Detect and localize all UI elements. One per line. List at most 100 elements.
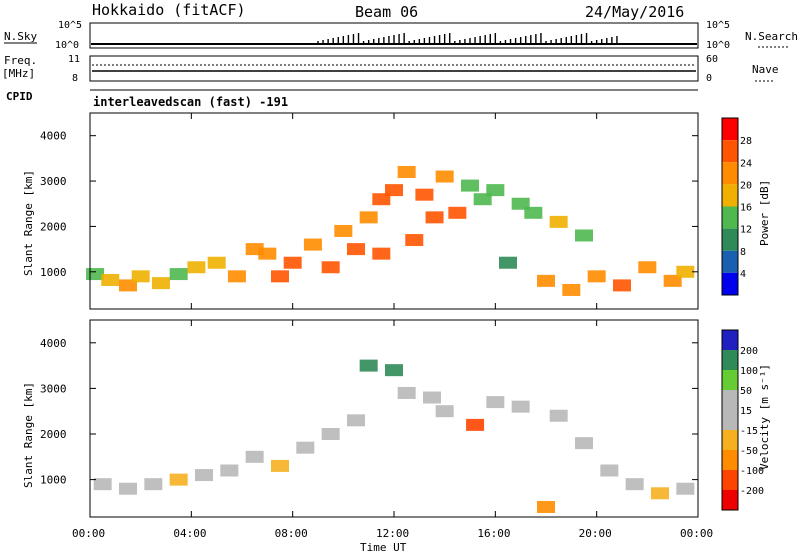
velocity-panel-frame	[89, 319, 699, 518]
velocity-cell-25	[676, 482, 695, 495]
beam-title: Beam 06	[355, 3, 418, 21]
velocity-colorbar-tick-7: -200	[740, 486, 764, 497]
power-cell-10	[258, 247, 277, 260]
power-cell-32	[524, 206, 543, 219]
velocity-colorbar-tick-0: 200	[740, 346, 758, 357]
power-cell-12	[283, 256, 302, 269]
nave-label: Nave	[752, 63, 779, 76]
velocity-colorbar-frame	[721, 329, 739, 511]
y-tick-label-1-1: 3000	[40, 382, 67, 395]
velocity-cell-3	[169, 473, 188, 486]
power-cell-37	[587, 270, 606, 283]
power-cell-24	[425, 211, 444, 224]
x-tick-label-0: 00:00	[72, 527, 105, 540]
velocity-colorbar-tick-3: 15	[740, 406, 752, 417]
power-cell-16	[347, 243, 365, 256]
velocity-cell-8	[296, 441, 315, 454]
velocity-colorbar: 200 100 50 15 -15 -50 -100 -200	[721, 329, 764, 511]
power-cell-28	[473, 193, 492, 206]
velocity-cell-10	[347, 414, 365, 427]
velocity-colorbar-seg-3	[722, 390, 738, 410]
velocity-cell-9	[321, 428, 340, 441]
power-colorbar-title: Power [dB]	[758, 180, 771, 246]
power-cell-23	[415, 188, 434, 201]
x-tick-label-1: 04:00	[173, 527, 206, 540]
velocity-cell-13	[397, 386, 416, 399]
velocity-colorbar-seg-6	[722, 450, 738, 470]
nsky-bars	[317, 33, 618, 44]
power-cell-20	[385, 184, 403, 197]
x-tick-label-6: 00:00	[680, 527, 713, 540]
power-cell-3	[131, 270, 150, 283]
power-ticks: 4000 3000 2000 1000	[40, 113, 699, 309]
nave-axis-bottom: 0	[706, 73, 712, 84]
power-cell-18	[372, 193, 391, 206]
power-cell-41	[676, 265, 695, 278]
power-cell-39	[638, 261, 657, 274]
x-tick-label-2: 08:00	[275, 527, 308, 540]
nsky-axis-bottom-right: 10^0	[706, 40, 730, 51]
velocity-cell-7	[271, 459, 289, 472]
velocity-colorbar-seg-4	[722, 410, 738, 430]
power-cell-31	[511, 197, 530, 210]
velocity-cell-1	[119, 482, 137, 495]
freq-axis-top: 11	[68, 54, 80, 65]
velocity-colorbar-seg-2	[722, 370, 738, 390]
power-cell-7	[207, 256, 226, 269]
velocity-colorbar-seg-0	[722, 330, 738, 350]
power-colorbar-frame	[721, 117, 739, 296]
freq-unit: [MHz]	[2, 67, 35, 80]
y-tick-label-0-1: 3000	[40, 175, 67, 188]
power-colorbar-tick-1: 24	[740, 158, 752, 169]
velocity-y-axis-label: Slant Range [km]	[22, 382, 35, 488]
power-colorbar-tick-3: 16	[740, 203, 752, 214]
velocity-cell-22	[600, 464, 619, 477]
power-cell-1	[101, 273, 120, 286]
power-cell-27	[461, 179, 479, 192]
power-colorbar-seg-7	[722, 272, 738, 295]
power-colorbar: 28 24 20 16 12 8 4	[721, 117, 752, 296]
power-colorbar-seg-2	[722, 162, 738, 185]
x-tick-label-5: 20:00	[579, 527, 612, 540]
velocity-cell-17	[486, 396, 505, 409]
power-cell-6	[187, 261, 206, 274]
velocity-cell-12	[385, 364, 403, 377]
power-cell-2	[119, 279, 137, 292]
power-colorbar-tick-2: 20	[740, 180, 752, 191]
power-colorbar-tick-0: 28	[740, 136, 752, 147]
y-tick-label-1-3: 1000	[40, 474, 67, 487]
y-tick-label-0-3: 1000	[40, 266, 67, 279]
power-colorbar-tick-5: 8	[740, 247, 746, 258]
power-cell-11	[271, 270, 289, 283]
velocity-cell-11	[359, 359, 378, 372]
velocity-cell-4	[195, 469, 213, 482]
power-heatmap	[86, 165, 695, 296]
power-cell-19	[372, 247, 391, 260]
velocity-colorbar-seg-7	[722, 470, 738, 490]
power-cell-36	[575, 229, 593, 242]
y-tick-label-1-2: 2000	[40, 428, 67, 441]
velocity-colorbar-seg-8	[722, 490, 738, 510]
power-colorbar-seg-4	[722, 206, 738, 229]
cpid-text: interleavedscan (fast) -191	[93, 95, 288, 109]
velocity-cell-16	[466, 418, 485, 431]
freq-panel	[89, 55, 699, 82]
power-cell-25	[435, 170, 454, 183]
nsky-label: N.Sky	[4, 30, 37, 43]
power-cell-14	[321, 261, 340, 274]
station-title: Hokkaido (fitACF)	[92, 1, 246, 19]
power-cell-17	[359, 211, 378, 224]
power-y-axis-label: Slant Range [km]	[22, 170, 35, 276]
velocity-cell-23	[625, 478, 644, 491]
power-cell-33	[537, 274, 555, 287]
freq-axis-bottom: 8	[72, 73, 78, 84]
velocity-cell-20	[537, 500, 555, 513]
velocity-cell-18	[511, 400, 530, 413]
velocity-colorbar-tick-1: 100	[740, 366, 758, 377]
power-cell-34	[549, 215, 568, 228]
power-cell-38	[613, 279, 631, 292]
power-colorbar-seg-6	[722, 250, 738, 273]
power-colorbar-tick-4: 12	[740, 225, 752, 236]
power-cell-13	[303, 238, 322, 251]
